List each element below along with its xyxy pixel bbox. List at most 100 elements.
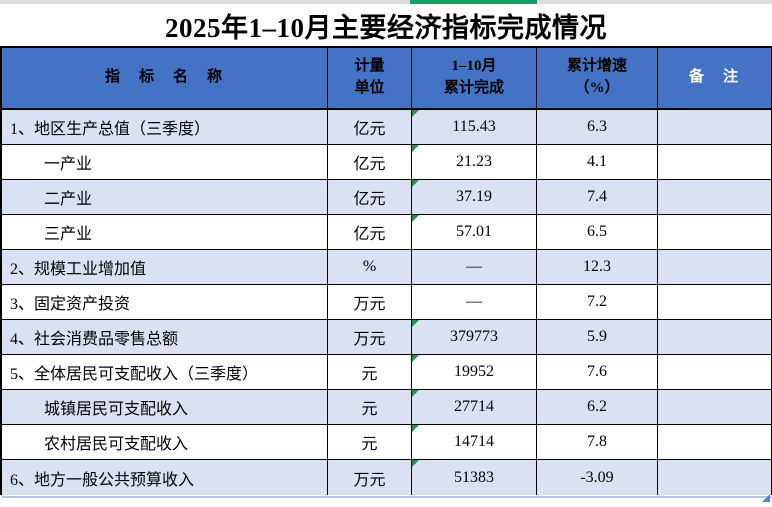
value-cell[interactable]: — bbox=[412, 250, 537, 284]
note-cell[interactable] bbox=[658, 285, 771, 319]
value-text: 19952 bbox=[454, 363, 494, 380]
indicators-table: 指 标 名 称 计量 单位 1–10月 累计完成 累计增速 （%） 备 注 1、… bbox=[0, 46, 772, 495]
value-text: 57.01 bbox=[456, 223, 492, 240]
value-cell[interactable]: 115.43 bbox=[412, 110, 537, 144]
table-row: 3、固定资产投资 万元 — 7.2 bbox=[2, 285, 771, 320]
column-selection-indicator bbox=[410, 0, 537, 4]
growth-cell[interactable]: 6.5 bbox=[537, 215, 658, 249]
note-cell[interactable] bbox=[658, 460, 771, 495]
number-stored-as-text-marker bbox=[412, 320, 419, 327]
unit-cell[interactable]: 元 bbox=[328, 425, 412, 459]
value-text: — bbox=[466, 258, 482, 275]
indicator-name-cell[interactable]: 5、全体居民可支配收入（三季度） bbox=[2, 355, 328, 389]
value-cell[interactable]: 14714 bbox=[412, 425, 537, 459]
unit-cell[interactable]: 万元 bbox=[328, 320, 412, 354]
table-row: 农村居民可支配收入 元 14714 7.8 bbox=[2, 425, 771, 460]
indicator-name-cell[interactable]: 2、规模工业增加值 bbox=[2, 250, 328, 284]
unit-cell[interactable]: 元 bbox=[328, 390, 412, 424]
number-stored-as-text-marker bbox=[412, 180, 419, 187]
value-text: 51383 bbox=[454, 468, 494, 486]
number-stored-as-text-marker bbox=[412, 425, 419, 432]
header-cumulative-growth[interactable]: 累计增速 （%） bbox=[537, 48, 658, 108]
table-row: 5、全体居民可支配收入（三季度） 元 19952 7.6 bbox=[2, 355, 771, 390]
indicator-name-cell[interactable]: 1、地区生产总值（三季度） bbox=[2, 110, 328, 144]
value-cell[interactable]: 57.01 bbox=[412, 215, 537, 249]
value-cell[interactable]: 19952 bbox=[412, 355, 537, 389]
growth-cell[interactable]: 7.4 bbox=[537, 180, 658, 214]
growth-cell[interactable]: 6.3 bbox=[537, 110, 658, 144]
indicator-name-cell[interactable]: 3、固定资产投资 bbox=[2, 285, 328, 319]
unit-cell[interactable]: 万元 bbox=[328, 460, 412, 495]
note-cell[interactable] bbox=[658, 250, 771, 284]
number-stored-as-text-marker bbox=[412, 145, 419, 152]
growth-cell[interactable]: 7.8 bbox=[537, 425, 658, 459]
value-cell[interactable]: 379773 bbox=[412, 320, 537, 354]
header-unit[interactable]: 计量 单位 bbox=[328, 48, 412, 108]
table-row: 2、规模工业增加值 % — 12.3 bbox=[2, 250, 771, 285]
indicator-name-cell[interactable]: 二产业 bbox=[2, 180, 328, 214]
note-cell[interactable] bbox=[658, 425, 771, 459]
table-header-row: 指 标 名 称 计量 单位 1–10月 累计完成 累计增速 （%） 备 注 bbox=[2, 48, 771, 110]
growth-cell[interactable]: 4.1 bbox=[537, 145, 658, 179]
indicator-name-cell[interactable]: 4、社会消费品零售总额 bbox=[2, 320, 328, 354]
note-cell[interactable] bbox=[658, 145, 771, 179]
unit-cell[interactable]: 亿元 bbox=[328, 180, 412, 214]
value-text: 14714 bbox=[454, 433, 494, 450]
indicator-name-cell[interactable]: 三产业 bbox=[2, 215, 328, 249]
value-text: 37.19 bbox=[456, 188, 492, 205]
value-text: 27714 bbox=[454, 398, 494, 415]
unit-cell[interactable]: 亿元 bbox=[328, 215, 412, 249]
growth-cell[interactable]: 6.2 bbox=[537, 390, 658, 424]
note-cell[interactable] bbox=[658, 355, 771, 389]
page-title: 2025年1–10月主要经济指标完成情况 bbox=[165, 12, 607, 43]
selection-border-bottom bbox=[2, 496, 771, 498]
title-band: 2025年1–10月主要经济指标完成情况 bbox=[0, 4, 772, 46]
indicator-name-cell[interactable]: 农村居民可支配收入 bbox=[2, 425, 328, 459]
table-row: 一产业 亿元 21.23 4.1 bbox=[2, 145, 771, 180]
unit-cell[interactable]: 亿元 bbox=[328, 110, 412, 144]
table-row: 城镇居民可支配收入 元 27714 6.2 bbox=[2, 390, 771, 425]
indicator-name-cell[interactable]: 6、地方一般公共预算收入 bbox=[2, 460, 328, 495]
table-row: 三产业 亿元 57.01 6.5 bbox=[2, 215, 771, 250]
note-cell[interactable] bbox=[658, 320, 771, 354]
table-row: 4、社会消费品零售总额 万元 379773 5.9 bbox=[2, 320, 771, 355]
top-edge-strip bbox=[0, 0, 772, 4]
unit-cell[interactable]: 万元 bbox=[328, 285, 412, 319]
note-cell[interactable] bbox=[658, 110, 771, 144]
value-text: — bbox=[466, 293, 482, 310]
growth-cell[interactable]: -3.09 bbox=[537, 460, 658, 495]
unit-cell[interactable]: 亿元 bbox=[328, 145, 412, 179]
growth-cell[interactable]: 12.3 bbox=[537, 250, 658, 284]
unit-cell[interactable]: 元 bbox=[328, 355, 412, 389]
header-cumulative-completed[interactable]: 1–10月 累计完成 bbox=[412, 48, 537, 108]
number-stored-as-text-marker bbox=[412, 215, 419, 222]
fill-handle[interactable] bbox=[762, 494, 770, 502]
number-stored-as-text-marker bbox=[412, 110, 419, 117]
number-stored-as-text-marker bbox=[412, 460, 419, 467]
note-cell[interactable] bbox=[658, 180, 771, 214]
note-cell[interactable] bbox=[658, 215, 771, 249]
growth-cell[interactable]: 7.2 bbox=[537, 285, 658, 319]
number-stored-as-text-marker bbox=[412, 355, 419, 362]
note-cell[interactable] bbox=[658, 390, 771, 424]
table-row: 二产业 亿元 37.19 7.4 bbox=[2, 180, 771, 215]
table-row: 1、地区生产总值（三季度） 亿元 115.43 6.3 bbox=[2, 110, 771, 145]
value-cell[interactable]: 21.23 bbox=[412, 145, 537, 179]
number-stored-as-text-marker bbox=[412, 390, 419, 397]
value-cell[interactable]: 37.19 bbox=[412, 180, 537, 214]
growth-cell[interactable]: 5.9 bbox=[537, 320, 658, 354]
value-cell[interactable]: 27714 bbox=[412, 390, 537, 424]
value-cell[interactable]: 51383 bbox=[412, 460, 537, 495]
table-row: 6、地方一般公共预算收入 万元 51383 -3.09 bbox=[2, 460, 771, 495]
growth-cell[interactable]: 7.6 bbox=[537, 355, 658, 389]
indicator-name-cell[interactable]: 城镇居民可支配收入 bbox=[2, 390, 328, 424]
value-cell[interactable]: — bbox=[412, 285, 537, 319]
header-indicator-name[interactable]: 指 标 名 称 bbox=[2, 48, 328, 108]
indicator-name-cell[interactable]: 一产业 bbox=[2, 145, 328, 179]
value-text: 115.43 bbox=[452, 118, 496, 135]
header-remarks[interactable]: 备 注 bbox=[688, 69, 740, 86]
value-text: 21.23 bbox=[456, 153, 492, 170]
unit-cell[interactable]: % bbox=[328, 250, 412, 284]
table-body: 1、地区生产总值（三季度） 亿元 115.43 6.3 一产业 亿元 21.23… bbox=[2, 110, 771, 495]
